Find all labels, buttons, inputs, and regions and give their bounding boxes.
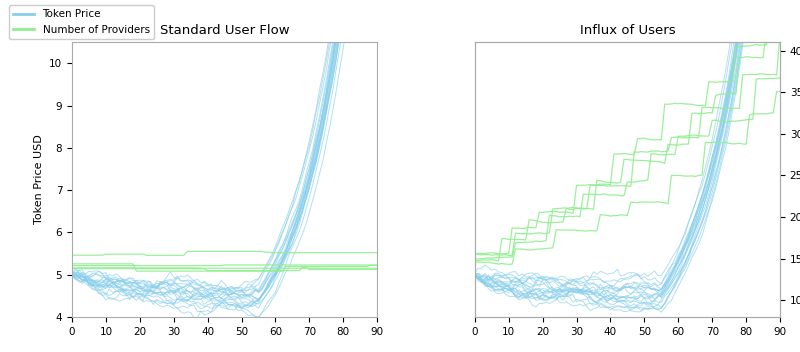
Y-axis label: Token Price USD: Token Price USD [34, 135, 43, 224]
Legend: Token Price, Number of Providers: Token Price, Number of Providers [10, 5, 154, 39]
Title: Influx of Users: Influx of Users [580, 24, 675, 37]
Title: Standard User Flow: Standard User Flow [160, 24, 290, 37]
